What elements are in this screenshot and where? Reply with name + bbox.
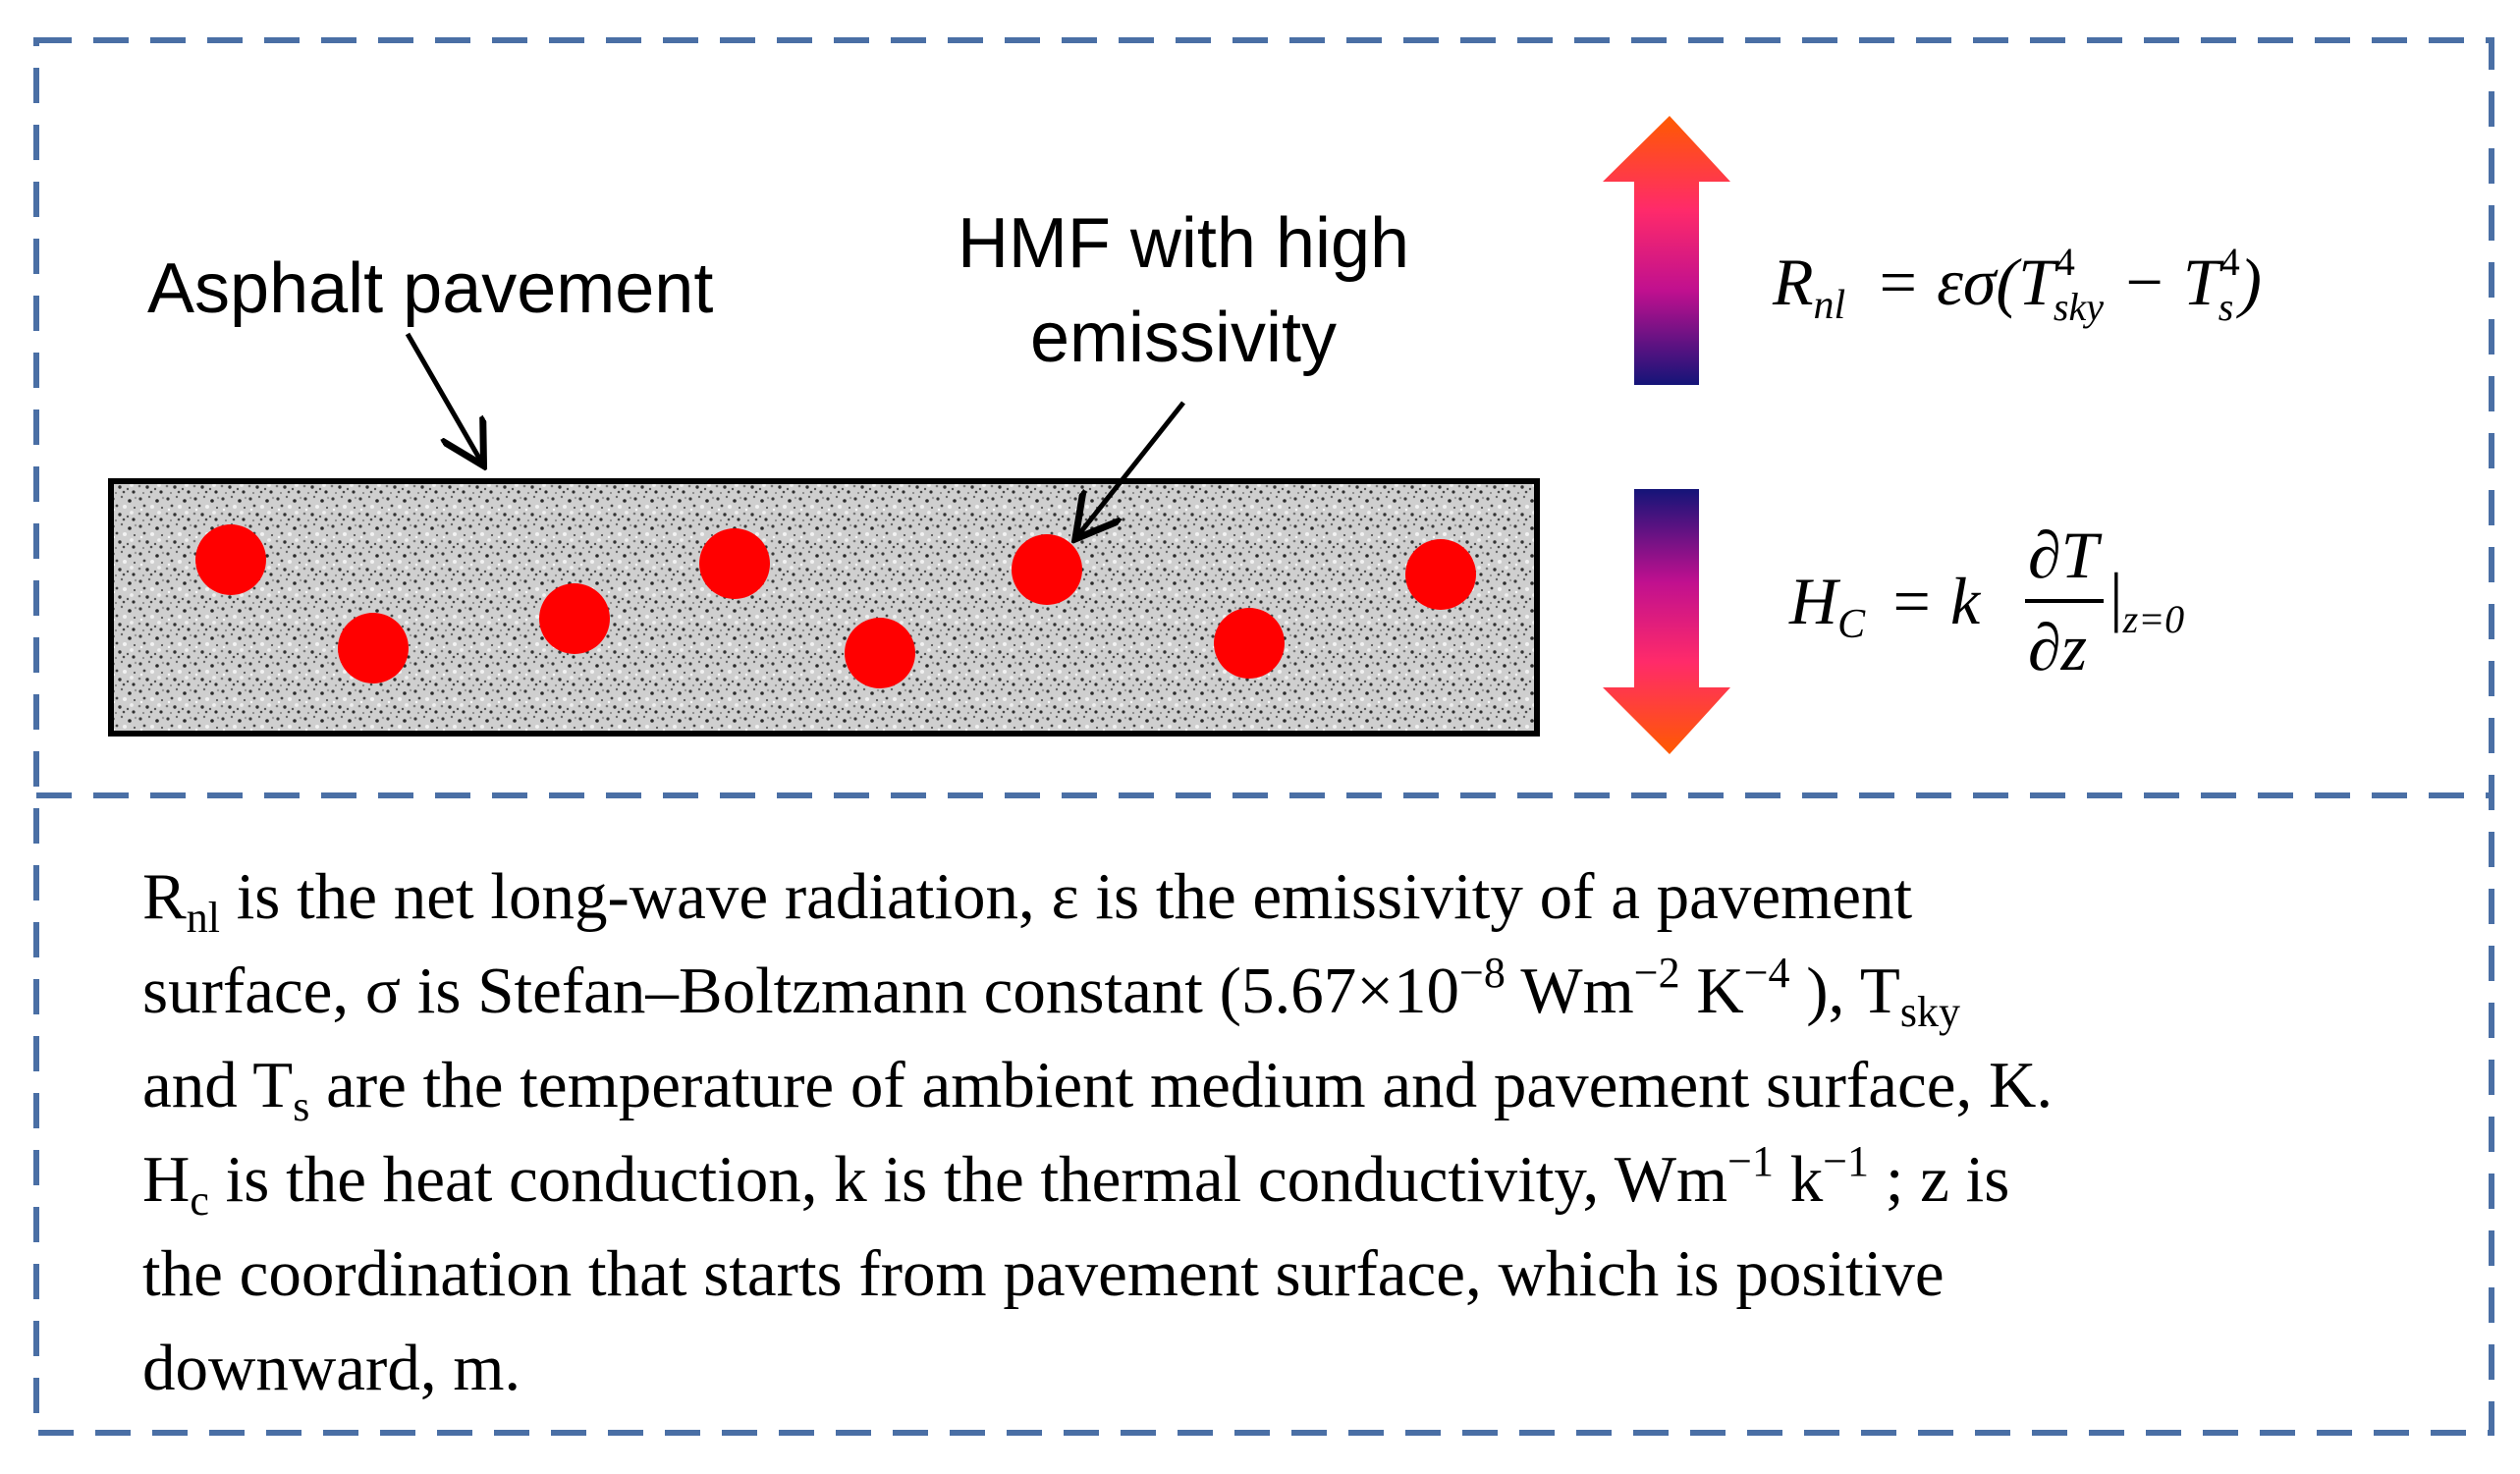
desc-line-3-text-a: and T: [142, 1049, 294, 1121]
radiation-up-arrow: [1603, 116, 1730, 385]
hmf-particle: [845, 618, 915, 688]
desc-line-2-text-b: Wm: [1505, 955, 1634, 1027]
desc-exp-4: −1: [1727, 1137, 1774, 1185]
desc-line-2-text-a: surface, σ is Stefan–Boltzmann constant …: [142, 955, 1460, 1027]
eq-hc-eval-sub: z=0: [2122, 597, 2185, 641]
desc-exp-2: −2: [1633, 949, 1680, 997]
label-hmf-line2: emissivity: [1030, 299, 1337, 377]
desc-line-1-text: is the net long-wave radiation, ε is the…: [219, 860, 1913, 933]
desc-line-2-text-c: K: [1679, 955, 1744, 1027]
desc-hc-sub: c: [190, 1176, 209, 1225]
asphalt-pavement-slab: [108, 478, 1540, 737]
desc-line-5: the coordination that starts from paveme…: [142, 1237, 1945, 1310]
hmf-particle: [195, 524, 266, 595]
desc-line-6: downward, m.: [142, 1332, 521, 1404]
label-asphalt-pavement: Asphalt pavement: [147, 249, 713, 328]
desc-exp-1: −8: [1459, 949, 1506, 997]
svg-text:|z=0: |z=0: [2109, 559, 2184, 641]
eq-rnl-close: ): [2235, 245, 2262, 319]
outer-dashed-frame: [33, 37, 2494, 1436]
eq-hc-numerator: ∂T: [2028, 518, 2103, 592]
hmf-particle: [1012, 534, 1082, 605]
desc-tsky-sub: sky: [1899, 988, 1960, 1036]
desc-ts-sub: s: [293, 1082, 310, 1130]
eq-hc-eval-bar: |: [2109, 559, 2123, 633]
desc-hc-symbol: H: [142, 1143, 191, 1216]
hmf-particle: [1405, 539, 1476, 610]
hmf-particle: [539, 583, 610, 654]
eq-hc-eq-k: = k: [1889, 564, 1982, 638]
eq-rnl-minus: − T: [2121, 245, 2224, 319]
description-text: Rnl is the net long-wave radiation, ε is…: [142, 849, 2440, 1415]
desc-line-3-text-b: are the temperature of ambient medium an…: [309, 1049, 2054, 1121]
desc-rnl-symbol: R: [142, 860, 187, 933]
eq-rnl-t1-sup: 4: [2055, 240, 2075, 284]
eq-rnl-t2-sub: s: [2219, 285, 2234, 329]
eq-rnl-t1-sub: sky: [2054, 285, 2104, 329]
hmf-particle: [699, 528, 770, 599]
conduction-down-arrow: [1603, 489, 1730, 754]
desc-line-4-text-d: ; z is: [1869, 1143, 2010, 1216]
eq-hc-lhs-sub: C: [1837, 602, 1866, 647]
desc-line-4-text-b: is the heat conduction, k is the thermal…: [208, 1143, 1728, 1216]
desc-line-2-text-d: ), T: [1789, 955, 1900, 1027]
desc-line-1: Rnl is the net long-wave radiation, ε is…: [142, 849, 2440, 944]
equation-hc: HC = k ∂T ∂z |z=0: [1788, 518, 2184, 684]
eq-rnl-lhs-sub: nl: [1814, 283, 1846, 328]
label-hmf-line1: HMF with high: [958, 204, 1409, 283]
eq-hc-lhs: H: [1788, 564, 1841, 638]
eq-rnl-t2-sup: 4: [2220, 240, 2240, 284]
svg-text:HC= k: HC = k: [1788, 564, 1982, 647]
desc-line-4-text-c: k: [1773, 1143, 1824, 1216]
desc-rnl-sub: nl: [186, 894, 220, 942]
pointer-arrow-asphalt: [405, 332, 481, 462]
desc-line-2: surface, σ is Stefan–Boltzmann constant …: [142, 944, 2440, 1038]
hmf-particles: [195, 524, 1476, 688]
desc-line-3: and Ts are the temperature of ambient me…: [142, 1038, 2440, 1132]
eq-rnl-lhs: R: [1772, 245, 1814, 319]
pointer-arrow-hmf: [1078, 401, 1185, 535]
hmf-particle: [338, 613, 409, 683]
desc-line-4: Hc is the heat conduction, k is the ther…: [142, 1132, 2440, 1227]
hmf-particle: [1214, 608, 1285, 679]
equation-rnl: Rnl = εσ(T4 sky − T4 s): [1772, 240, 2262, 329]
eq-hc-denominator: ∂z: [2028, 610, 2087, 684]
desc-exp-5: −1: [1823, 1137, 1870, 1185]
eq-rnl-rhs-prefix: = εσ(T: [1875, 245, 2059, 319]
desc-exp-3: −4: [1743, 949, 1790, 997]
